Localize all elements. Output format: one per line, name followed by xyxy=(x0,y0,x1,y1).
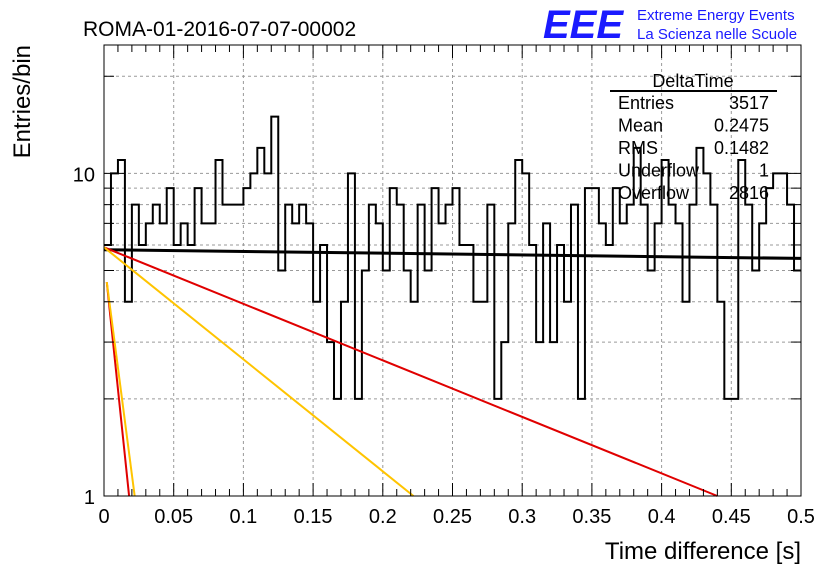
x-tick-label: 0.35 xyxy=(572,506,611,528)
eee-logo: EEE Extreme Energy Events La Scienza nel… xyxy=(543,3,797,47)
grid xyxy=(104,45,801,496)
histogram-outline xyxy=(104,115,801,400)
run-title: ROMA-01-2016-07-07-00002 xyxy=(83,18,356,41)
x-axis-title: Time difference [s] xyxy=(605,538,801,565)
x-tick-labels: 0 0.05 0.1 0.15 0.2 0.25 0.3 0.35 0.4 0.45 0.5 xyxy=(98,506,814,528)
fit-curves xyxy=(103,246,802,497)
stats-row-label: Underflow xyxy=(618,161,700,181)
histogram-bars xyxy=(104,115,801,400)
fit-line xyxy=(103,248,802,260)
x-tick-label: 0.05 xyxy=(154,506,193,528)
stats-row-value: 3517 xyxy=(729,93,769,113)
x-tick-label: 0.25 xyxy=(433,506,472,528)
y-tick-label: 10 xyxy=(73,164,95,186)
stats-row-value: 2816 xyxy=(729,183,769,203)
x-tick-label: 0.15 xyxy=(294,506,333,528)
stats-row-value: 1 xyxy=(759,161,769,181)
y-tick-labels: 1 10 xyxy=(73,164,95,509)
x-tick-label: 0.2 xyxy=(369,506,397,528)
fit-line xyxy=(103,246,718,497)
x-tick-label: 0.5 xyxy=(787,506,815,528)
stats-row-label: RMS xyxy=(618,138,658,158)
stats-row-value: 0.2475 xyxy=(714,116,769,136)
logo-line-1: Extreme Energy Events xyxy=(637,7,795,24)
fit-line xyxy=(103,246,415,497)
axis-ticks xyxy=(103,45,802,497)
logo-mark: EEE xyxy=(543,3,624,47)
stats-row-label: Entries xyxy=(618,93,674,113)
x-tick-label: 0.3 xyxy=(508,506,536,528)
stats-row-label: Mean xyxy=(618,116,663,136)
y-axis-title: Entries/bin xyxy=(9,45,36,158)
x-tick-label: 0 xyxy=(98,506,109,528)
y-tick-label: 1 xyxy=(84,487,95,509)
stats-row-label: Overflow xyxy=(618,183,690,203)
stats-box: DeltaTime Entries 3517 Mean 0.2475 RMS 0.1482… xyxy=(610,71,777,203)
x-tick-label: 0.1 xyxy=(229,506,257,528)
stats-title: DeltaTime xyxy=(652,71,733,91)
fit-line xyxy=(105,282,136,497)
stats-rows: Entries 3517 Mean 0.2475 RMS 0.1482 Underflow 1… xyxy=(618,93,769,203)
x-tick-label: 0.4 xyxy=(648,506,676,528)
stats-row-value: 0.1482 xyxy=(714,138,769,158)
x-tick-label: 0.45 xyxy=(712,506,751,528)
logo-line-2: La Scienza nelle Scuole xyxy=(637,26,797,43)
